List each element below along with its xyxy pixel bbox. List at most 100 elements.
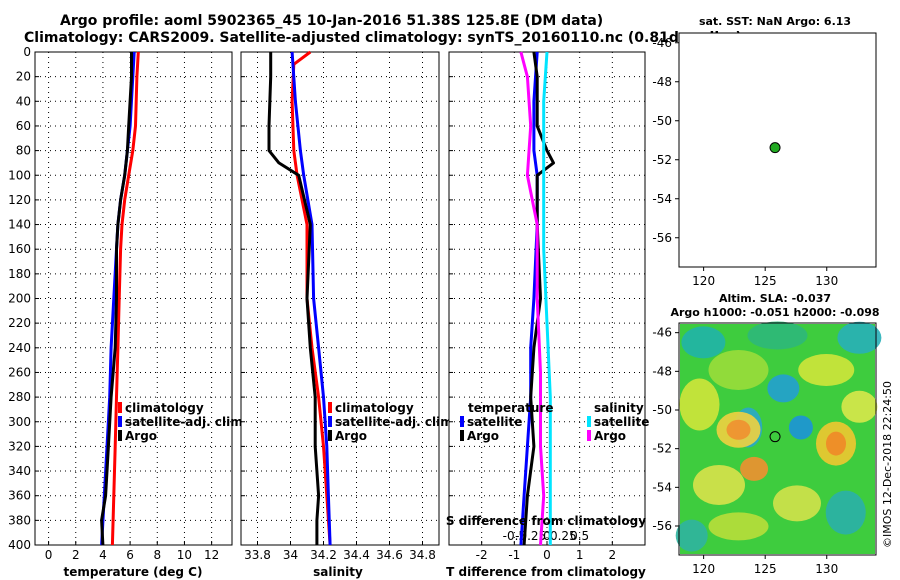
series-line-climatology (290, 50, 332, 546)
legend-label-argo: Argo (335, 429, 367, 443)
sla-map-title-line1: Altim. SLA: -0.037 (719, 292, 831, 305)
legend-label-s-argo: Argo (594, 429, 626, 443)
x-tick-label: -2 (476, 548, 488, 562)
y-tick-label: 400 (8, 538, 31, 552)
legend-label-s-satellite: satellite (594, 415, 649, 429)
series-line-salinity-satellite (542, 51, 552, 545)
sla-anomaly-blob (726, 419, 751, 440)
sla-anomaly-blob (841, 390, 878, 423)
salinity-lines (267, 50, 332, 546)
location-map: sat. SST: NaN Argo: 6.13 -46 -48 -50 -52 -54… (652, 15, 877, 288)
chart-title-line1: Argo profile: aoml 5902365_45 10-Jan-201… (60, 13, 603, 29)
sla-map-points (769, 431, 781, 443)
map-x-tick-label: 120 (692, 562, 715, 576)
series-line-temperature-satellite (519, 51, 539, 546)
map-x-tick-label: 130 (815, 274, 838, 288)
y-tick-label: 80 (16, 144, 31, 158)
legend-label-argo: Argo (125, 429, 157, 443)
y-tick-label: 60 (16, 119, 31, 133)
legend-swatch-s-argo (587, 430, 591, 441)
y-tick-label: 160 (8, 242, 31, 256)
legend-label-satellite: satellite-adj. clim. (125, 415, 247, 429)
salinity-legend: climatology satellite-adj. clim. Argo (328, 401, 457, 443)
map-y-tick-label: -48 (652, 364, 672, 378)
x-tick-label: 10 (177, 548, 192, 562)
sla-anomaly-blob (693, 465, 745, 505)
map-y-tick-label: -54 (652, 192, 672, 206)
sla-anomaly-blob (740, 456, 769, 481)
x-tick-label: 33.8 (244, 548, 271, 562)
legend-title-temperature: temperature (468, 401, 553, 415)
location-map-title: sat. SST: NaN Argo: 6.13 (699, 15, 851, 28)
difference-grid (449, 51, 645, 546)
temperature-panel: 0204060801001201401601802002202402602803… (8, 45, 247, 579)
x-tick-label: 34.4 (343, 548, 370, 562)
salinity-xlabel: salinity (313, 565, 363, 579)
legend-label-satellite: satellite-adj. clim. (335, 415, 457, 429)
series-line-argo (100, 52, 133, 546)
sla-map-axes (678, 322, 877, 556)
y-tick-label: 280 (8, 390, 31, 404)
difference-lines (519, 51, 555, 546)
map-y-tick-label: -46 (652, 36, 672, 50)
sla-anomaly-blob (837, 321, 882, 354)
x-tick-label: 0 (45, 548, 53, 562)
x-tick-label: 6 (126, 548, 134, 562)
x-tick-label: 0 (543, 548, 551, 562)
sla-anomaly-blob (825, 490, 866, 535)
y-tick-label: 20 (16, 70, 31, 84)
legend-swatch-s-satellite (587, 416, 591, 427)
y-tick-label: 140 (8, 218, 31, 232)
legend-swatch-climatology (328, 402, 332, 413)
x-tick-label-salinity: 0.5 (570, 529, 589, 543)
difference-panel: -2 -1 0 1 2-0.5-0.250 0.250.5 T difference fr… (446, 51, 649, 579)
map-y-tick-label: -46 (652, 326, 672, 340)
legend-swatch-argo (328, 430, 332, 441)
series-line-argo (267, 52, 321, 545)
sla-map-heatmap (675, 321, 882, 554)
map-x-tick-label: 130 (815, 562, 838, 576)
map-y-tick-label: -50 (652, 403, 672, 417)
legend-swatch-climatology (118, 402, 122, 413)
difference-legend: temperature satellite Argo salinity sate… (460, 401, 649, 443)
x-tick-label: 34.8 (409, 548, 436, 562)
x-tick-label: -1 (508, 548, 520, 562)
sla-map-tick-labels: -46 -48 -50 -52 -54 -56 120 125 130 (652, 326, 838, 576)
x-tick-label: 34.2 (310, 548, 337, 562)
x-tick-label-salinity: 0.25 (550, 529, 577, 543)
y-tick-label: 180 (8, 267, 31, 281)
legend-swatch-satellite (328, 416, 332, 427)
location-map-points (769, 142, 781, 154)
y-tick-label: 240 (8, 341, 31, 355)
x-tick-label: 34.6 (376, 548, 403, 562)
map-y-tick-label: -56 (652, 519, 672, 533)
y-tick-label: 360 (8, 489, 31, 503)
y-tick-label: 40 (16, 94, 31, 108)
sla-anomaly-blob (708, 350, 769, 390)
legend-swatch-t-argo (460, 430, 464, 441)
location-map-tick-labels: -46 -48 -50 -52 -54 -56 120 125 130 (652, 36, 838, 288)
salinity-panel: 33.8 34 34.2 34.4 34.6 34.8 salinity climatol… (240, 50, 457, 579)
y-tick-label: 340 (8, 464, 31, 478)
difference-xlabel-salinity: S difference from climatology (446, 514, 646, 528)
map-y-tick-label: -56 (652, 231, 672, 245)
sla-anomaly-blob (767, 374, 800, 403)
temperature-legend: climatology satellite-adj. clim. Argo (118, 401, 247, 443)
legend-label-climatology: climatology (125, 401, 204, 415)
copyright-stamp: ©IMOS 12-Dec-2018 22:24:50 (881, 381, 894, 548)
map-x-tick-label: 125 (754, 562, 777, 576)
sla-map-title-line2: Argo h1000: -0.051 h2000: -0.098 (670, 306, 879, 319)
sla-anomaly-blob (675, 519, 708, 552)
y-tick-label: 100 (8, 168, 31, 182)
sla-anomaly-blob (798, 354, 855, 386)
legend-swatch-satellite (118, 416, 122, 427)
legend-label-t-argo: Argo (467, 429, 499, 443)
y-tick-label: 0 (23, 45, 31, 59)
map-x-tick-label: 120 (692, 274, 715, 288)
temperature-grid (35, 51, 232, 546)
series-line-satellite-adj-clim- (290, 51, 332, 546)
argo-position-marker (769, 431, 781, 443)
y-tick-label: 380 (8, 513, 31, 527)
map-x-tick-label: 125 (754, 274, 777, 288)
